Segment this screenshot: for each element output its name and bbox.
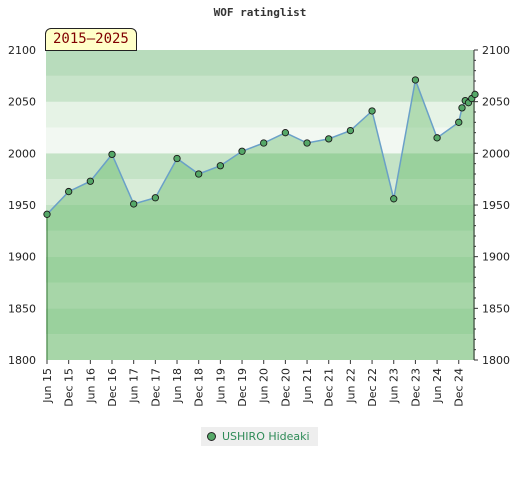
y-tick-label-left: 1850 [8, 302, 36, 315]
x-tick-label: Dec 15 [63, 368, 76, 407]
data-point [238, 147, 246, 155]
data-point [303, 139, 311, 147]
data-point [86, 177, 94, 185]
y-tick-label-right: 1900 [482, 251, 510, 264]
x-tick-label: Dec 22 [366, 368, 379, 407]
data-point [458, 104, 466, 112]
x-tick-label: Dec 24 [453, 368, 466, 407]
points-layer [43, 76, 479, 218]
data-point [433, 134, 441, 142]
data-point [173, 154, 181, 163]
chart-title: WOF ratinglist [213, 6, 307, 19]
data-point [411, 76, 420, 84]
data-point [325, 135, 333, 143]
x-tick-label: Jun 23 [388, 368, 401, 404]
data-point [151, 194, 160, 202]
y-tick-label-left: 1900 [8, 251, 36, 264]
band [46, 101, 474, 128]
x-tick-label: Jun 16 [84, 368, 97, 404]
y-tick-label-left: 1800 [8, 354, 36, 367]
x-tick-label: Dec 20 [279, 368, 292, 407]
data-point [368, 107, 376, 115]
band [46, 308, 474, 335]
data-point [65, 187, 73, 196]
band [46, 179, 474, 205]
data-point [260, 139, 268, 147]
area-fill-layer [47, 79, 475, 360]
x-tick-label: Jun 22 [344, 368, 357, 404]
background-bands [46, 50, 474, 360]
x-tick-label: Jun 15 [41, 368, 54, 404]
x-tick-label: Jun 18 [171, 368, 184, 404]
band [46, 230, 474, 257]
y-tick-label-right: 2100 [482, 44, 510, 57]
labels-layer: 1800 1800 1850 1850 1900 1900 1950 1950 2000 2000… [8, 44, 510, 407]
y-tick-label-left: 2050 [8, 96, 36, 109]
data-point [455, 118, 463, 126]
band [46, 256, 474, 283]
x-tick-label: Dec 18 [193, 368, 206, 407]
x-tick-label: Dec 21 [323, 368, 336, 407]
band [46, 50, 474, 76]
data-point [471, 90, 479, 99]
data-point [346, 126, 355, 135]
band [46, 334, 474, 360]
data-point [216, 162, 225, 170]
y-tick-label-left: 2100 [8, 44, 36, 57]
legend-marker-icon [207, 432, 216, 441]
data-point [43, 210, 51, 218]
y-tick-label-right: 1950 [482, 199, 510, 212]
x-tick-label: Jun 19 [214, 368, 227, 404]
x-tick-label: Jun 24 [431, 368, 444, 404]
x-tick-label: Jun 20 [258, 368, 271, 404]
x-tick-label: Dec 16 [106, 368, 119, 407]
x-tick-label: Dec 19 [236, 368, 249, 407]
series-area [47, 79, 475, 360]
y-tick-label-right: 1800 [482, 354, 510, 367]
data-point [108, 150, 116, 159]
y-tick-label-left: 1950 [8, 199, 36, 212]
legend-label: USHIRO Hideaki [222, 430, 310, 443]
x-tick-label: Dec 23 [409, 368, 422, 407]
y-tick-label-right: 1850 [482, 302, 510, 315]
legend[interactable]: USHIRO Hideaki [201, 427, 318, 446]
x-tick-label: Jun 21 [301, 368, 314, 404]
x-tick-label: Dec 17 [149, 368, 162, 407]
x-tick-label: Jun 17 [128, 368, 141, 404]
band [46, 282, 474, 309]
data-point [195, 170, 203, 178]
data-point [130, 200, 138, 208]
band [46, 205, 474, 231]
band [46, 75, 474, 102]
data-point [281, 129, 290, 137]
axes-layer [46, 49, 478, 364]
y-tick-label-left: 2000 [8, 147, 36, 160]
data-point [390, 195, 398, 203]
period-badge: 2015–2025 [45, 28, 137, 51]
y-tick-label-right: 2050 [482, 96, 510, 109]
y-tick-label-right: 2000 [482, 147, 510, 160]
